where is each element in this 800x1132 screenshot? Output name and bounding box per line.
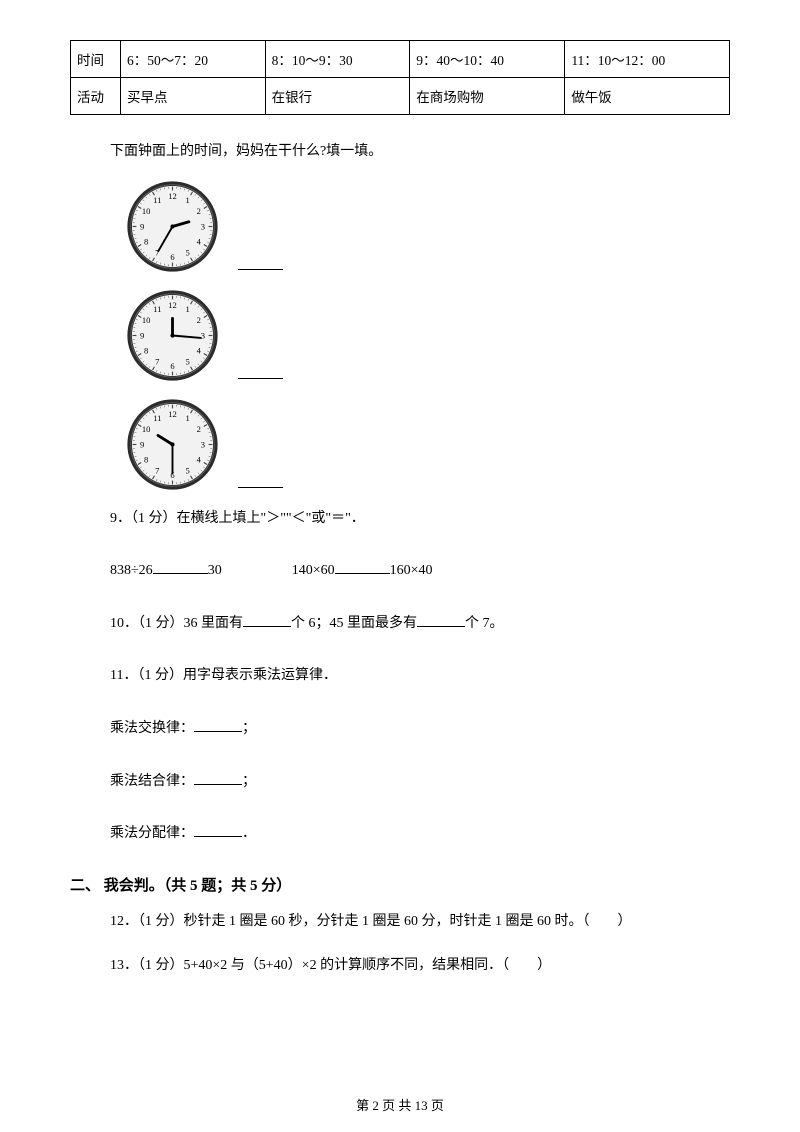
svg-text:5: 5 xyxy=(186,356,190,366)
svg-text:2: 2 xyxy=(197,424,201,434)
table-row: 时间 6：50～7：20 8：10～9：30 9：40～10：40 11：10～… xyxy=(71,41,730,78)
q11-c-label: 乘法分配律： xyxy=(110,826,194,841)
cell-time-1: 6：50～7：20 xyxy=(121,41,266,78)
semi: ； xyxy=(242,721,256,736)
svg-text:9: 9 xyxy=(140,439,144,449)
schedule-table: 时间 6：50～7：20 8：10～9：30 9：40～10：40 11：10～… xyxy=(70,40,730,115)
svg-text:6: 6 xyxy=(170,360,175,370)
question-11-head: 11．（1 分）用字母表示乘法运算律． xyxy=(110,663,730,690)
svg-text:1: 1 xyxy=(186,413,190,423)
svg-text:10: 10 xyxy=(142,424,151,434)
svg-text:8: 8 xyxy=(144,454,148,464)
cell-act-1: 买早点 xyxy=(121,78,266,115)
svg-text:3: 3 xyxy=(201,330,205,340)
question-10: 10．（1 分）36 里面有 个 6；45 里面最多有 个 7。 xyxy=(110,611,730,638)
svg-text:11: 11 xyxy=(153,413,161,423)
cell-act-2: 在银行 xyxy=(265,78,410,115)
clock-icon: 121234567891011 xyxy=(125,288,220,383)
svg-text:1: 1 xyxy=(186,195,190,205)
svg-text:4: 4 xyxy=(197,236,202,246)
svg-text:8: 8 xyxy=(144,236,148,246)
q10-post: 个 7。 xyxy=(465,616,504,631)
svg-text:11: 11 xyxy=(153,304,161,314)
clock-icon: 121234567891011 xyxy=(125,397,220,492)
svg-text:5: 5 xyxy=(186,247,190,257)
semi: ； xyxy=(242,774,256,789)
svg-text:12: 12 xyxy=(168,191,177,201)
dot: ． xyxy=(242,826,256,841)
svg-text:12: 12 xyxy=(168,409,177,419)
svg-text:4: 4 xyxy=(197,454,202,464)
q11-b-label: 乘法结合律： xyxy=(110,774,194,789)
q9-expr-b: 140×60 xyxy=(292,563,335,578)
clock-row: 121234567891011 xyxy=(125,288,730,383)
svg-text:1: 1 xyxy=(186,304,190,314)
blank-input[interactable] xyxy=(194,718,242,732)
question-9-expr: 838÷26 30 140×60 160×40 xyxy=(110,558,730,585)
cell-time-4: 11：10～12：00 xyxy=(565,41,730,78)
clock-row: 121234567891011 xyxy=(125,179,730,274)
cell-act-3: 在商场购物 xyxy=(410,78,565,115)
svg-text:10: 10 xyxy=(142,206,151,216)
blank-input[interactable] xyxy=(238,378,283,379)
cell-time-2: 8：10～9：30 xyxy=(265,41,410,78)
blank-input[interactable] xyxy=(238,487,283,488)
cell-act-label: 活动 xyxy=(71,78,121,115)
svg-text:9: 9 xyxy=(140,221,144,231)
blank-input[interactable] xyxy=(194,823,242,837)
svg-text:8: 8 xyxy=(144,345,148,355)
q9-expr-a-rhs: 30 xyxy=(208,563,222,578)
blank-input[interactable] xyxy=(243,613,291,627)
svg-text:2: 2 xyxy=(197,206,201,216)
question-11-b: 乘法结合律： ； xyxy=(110,769,730,796)
cell-time-label: 时间 xyxy=(71,41,121,78)
svg-text:9: 9 xyxy=(140,330,144,340)
clock-icon: 121234567891011 xyxy=(125,179,220,274)
question-11-a: 乘法交换律： ； xyxy=(110,716,730,743)
blank-input[interactable] xyxy=(194,771,242,785)
blank-input[interactable] xyxy=(153,560,208,574)
q9-expr-a: 838÷26 xyxy=(110,563,153,578)
q11-a-label: 乘法交换律： xyxy=(110,721,194,736)
q9-expr-b-rhs: 160×40 xyxy=(390,563,433,578)
q10-mid: 个 6；45 里面最多有 xyxy=(291,616,417,631)
svg-text:6: 6 xyxy=(170,251,175,261)
svg-text:3: 3 xyxy=(201,439,205,449)
svg-text:7: 7 xyxy=(155,356,160,366)
question-13: 13．（1 分）5+40×2 与（5+40）×2 的计算顺序不同，结果相同．（ … xyxy=(110,953,730,980)
clock-prompt: 下面钟面上的时间，妈妈在干什么?填一填。 xyxy=(70,135,730,169)
svg-text:12: 12 xyxy=(168,300,177,310)
question-12: 12．（1 分）秒针走 1 圈是 60 秒，分针走 1 圈是 60 分，时针走 … xyxy=(110,909,730,936)
cell-act-4: 做午饭 xyxy=(565,78,730,115)
blank-input[interactable] xyxy=(417,613,465,627)
table-row: 活动 买早点 在银行 在商场购物 做午饭 xyxy=(71,78,730,115)
clock-row: 121234567891011 xyxy=(125,397,730,492)
blank-input[interactable] xyxy=(238,269,283,270)
section-2-heading: 二、 我会判。（共 5 题；共 5 分） xyxy=(70,874,730,895)
question-11-c: 乘法分配律： ． xyxy=(110,821,730,848)
cell-time-3: 9：40～10：40 xyxy=(410,41,565,78)
svg-text:7: 7 xyxy=(155,465,160,475)
q10-pre: 10．（1 分）36 里面有 xyxy=(110,616,243,631)
svg-text:5: 5 xyxy=(186,465,190,475)
question-9-label: 9．（1 分）在横线上填上"＞""＜"或"＝"． xyxy=(110,506,730,533)
svg-text:11: 11 xyxy=(153,195,161,205)
blank-input[interactable] xyxy=(335,560,390,574)
svg-text:2: 2 xyxy=(197,315,201,325)
svg-text:3: 3 xyxy=(201,221,205,231)
page-footer: 第 2 页 共 13 页 xyxy=(0,1095,800,1114)
svg-text:4: 4 xyxy=(197,345,202,355)
svg-text:10: 10 xyxy=(142,315,151,325)
